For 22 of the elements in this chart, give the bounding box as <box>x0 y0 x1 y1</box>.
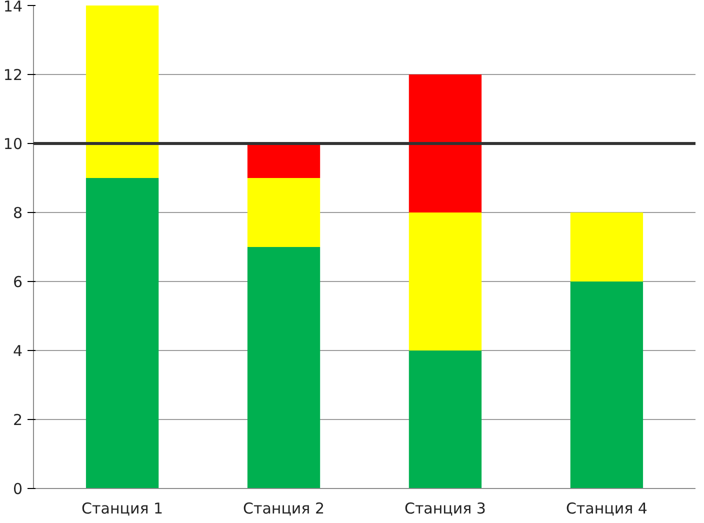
bar <box>408 212 482 350</box>
y-tick-label: 4 <box>12 342 23 360</box>
bar <box>247 247 320 488</box>
x-tick-label: Станция 2 <box>243 500 325 518</box>
y-tick-label: 14 <box>3 0 23 16</box>
bar <box>86 178 159 488</box>
bar <box>86 6 159 178</box>
bar <box>570 212 644 282</box>
bar <box>247 144 320 178</box>
bar <box>408 74 482 212</box>
y-tick-label: 8 <box>12 204 23 222</box>
y-tick-label: 0 <box>12 480 23 498</box>
y-tick-label: 12 <box>3 66 23 84</box>
x-tick-label: Станция 3 <box>404 500 486 518</box>
bar <box>570 282 644 488</box>
y-tick-label: 10 <box>3 135 23 153</box>
y-tick-label: 6 <box>12 273 23 291</box>
bar <box>408 350 482 488</box>
y-tick-label: 2 <box>12 411 23 429</box>
x-tick-label: Станция 4 <box>566 500 648 518</box>
x-tick-label: Станция 1 <box>82 500 164 518</box>
bar <box>247 178 320 247</box>
